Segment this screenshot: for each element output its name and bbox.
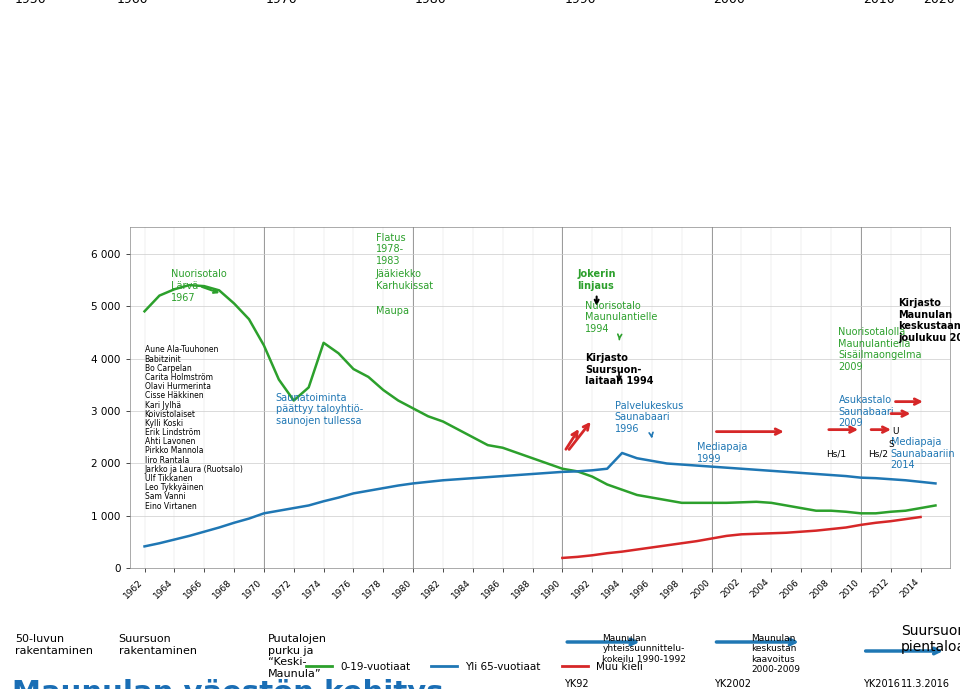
Text: Mediapaja
1999: Mediapaja 1999 (697, 442, 747, 464)
Text: Maunulan
keskustan
kaavoitus
2000-2009: Maunulan keskustan kaavoitus 2000-2009 (752, 634, 801, 675)
Text: Iiro Rantala: Iiro Rantala (145, 455, 189, 464)
Text: 2020: 2020 (924, 0, 955, 6)
Text: Jääkiekko
Karhukissat: Jääkiekko Karhukissat (375, 269, 433, 291)
Text: Puutalojen
purku ja
“Keski-
Maunula”: Puutalojen purku ja “Keski- Maunula” (268, 634, 327, 679)
Text: 1950: 1950 (15, 0, 47, 6)
Text: Ahti Lavonen: Ahti Lavonen (145, 438, 195, 446)
Text: Babitzinit: Babitzinit (145, 355, 181, 364)
Text: Koivistolaiset: Koivistolaiset (145, 410, 196, 419)
Text: YK2002
Ratapihat ja
satama-alueet: YK2002 Ratapihat ja satama-alueet (713, 679, 784, 689)
Text: Leo Tykkyäinen: Leo Tykkyäinen (145, 483, 203, 492)
Text: Olavi Hurmerinta: Olavi Hurmerinta (145, 382, 210, 391)
Text: Ulf Tikkanen: Ulf Tikkanen (145, 474, 192, 483)
Text: Aune Ala-Tuuhonen: Aune Ala-Tuuhonen (145, 345, 218, 354)
Text: S: S (888, 440, 894, 449)
Text: Hs/2: Hs/2 (868, 450, 888, 459)
Text: Erik Lindström: Erik Lindström (145, 428, 200, 437)
Text: Cisse Häkkinen: Cisse Häkkinen (145, 391, 204, 400)
Text: 1970: 1970 (266, 0, 298, 6)
Text: YK2016
Kaupunkibulevardit: YK2016 Kaupunkibulevardit (863, 679, 958, 689)
Text: Jokerin
linjaus: Jokerin linjaus (577, 269, 615, 304)
Text: Kirjasto
Suursuon-
laitaan 1994: Kirjasto Suursuon- laitaan 1994 (585, 353, 653, 387)
Text: Maupa: Maupa (375, 306, 409, 316)
Text: 2000: 2000 (713, 0, 746, 6)
Text: Kirjasto
Maunulan
keskustaan
joulukuu 2016: Kirjasto Maunulan keskustaan joulukuu 20… (899, 298, 960, 343)
Text: 1980: 1980 (415, 0, 447, 6)
Text: Kylli Koski: Kylli Koski (145, 419, 182, 428)
Text: Bo Carpelan: Bo Carpelan (145, 364, 191, 373)
Text: 11.3.2016: 11.3.2016 (901, 679, 950, 689)
Text: Hs/1: Hs/1 (826, 450, 846, 459)
Text: Jarkko ja Laura (Ruotsalo): Jarkko ja Laura (Ruotsalo) (145, 465, 244, 474)
Text: Kari Jylhä: Kari Jylhä (145, 400, 180, 409)
Text: Maunulan väestön kehitys: Maunulan väestön kehitys (12, 679, 444, 689)
Text: Nuorisotalolla
Maunulantiellä
Sisäilmaongelma
2009: Nuorisotalolla Maunulantiellä Sisäilmaon… (838, 327, 922, 372)
Text: YK92
Satama Vuosaareen
Jokeri: YK92 Satama Vuosaareen Jokeri (564, 679, 662, 689)
Text: 1990: 1990 (564, 0, 596, 6)
Text: Pirkko Mannola: Pirkko Mannola (145, 446, 203, 455)
Text: Suursuon
rakentaminen: Suursuon rakentaminen (119, 634, 197, 656)
Text: 1960: 1960 (117, 0, 148, 6)
Text: Asukastalo
Saunabaari
2009: Asukastalo Saunabaari 2009 (838, 395, 894, 429)
Text: Sam Vanni: Sam Vanni (145, 493, 185, 502)
Text: Carita Holmström: Carita Holmström (145, 373, 212, 382)
Text: Mediapaja
Saunabaariin
2014: Mediapaja Saunabaariin 2014 (891, 438, 955, 471)
Text: Nuorisotalo
Maunulantielle
1994: Nuorisotalo Maunulantielle 1994 (585, 301, 658, 340)
Text: Maunulan
yhteissuunnittelu-
kokeilu 1990-1992: Maunulan yhteissuunnittelu- kokeilu 1990… (602, 634, 686, 664)
Legend: 0-19-vuotiaat, Yli 65-vuotiaat, Muu kieli: 0-19-vuotiaat, Yli 65-vuotiaat, Muu kiel… (301, 657, 647, 676)
Text: Saunatoiminta
päättyy taloyhtiö-
saunojen tullessa: Saunatoiminta päättyy taloyhtiö- saunoje… (276, 393, 363, 426)
Text: 50-luvun
rakentaminen: 50-luvun rakentaminen (15, 634, 93, 656)
Text: Flatus
1978-
1983: Flatus 1978- 1983 (375, 233, 405, 266)
Text: 2010: 2010 (863, 0, 895, 6)
Text: U: U (893, 426, 900, 435)
Text: Palvelukeskus
Saunabaari
1996: Palvelukeskus Saunabaari 1996 (614, 400, 683, 437)
Text: Nuorisotalo
Lärvä
1967: Nuorisotalo Lärvä 1967 (172, 269, 228, 302)
Text: Eino Virtanen: Eino Virtanen (145, 502, 196, 511)
Text: Suursuon
pientaloalue: Suursuon pientaloalue (900, 624, 960, 654)
